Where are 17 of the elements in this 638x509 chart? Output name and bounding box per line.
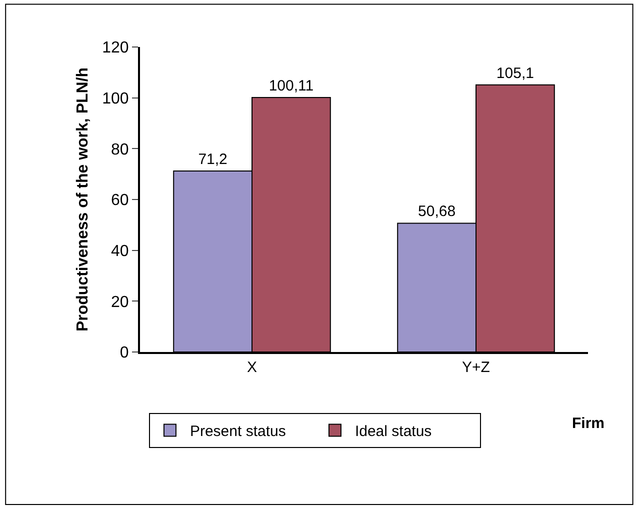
legend-label: Ideal status xyxy=(354,423,432,440)
x-tick-label: X xyxy=(246,359,258,376)
y-tick-label: 80 xyxy=(111,141,129,158)
data-label: 71,2 xyxy=(198,151,228,168)
data-label: 105,1 xyxy=(496,64,534,82)
y-tick-label: 40 xyxy=(111,242,129,260)
y-tick-label: 0 xyxy=(120,344,129,362)
legend-label: Present status xyxy=(190,423,286,440)
x-axis-title: Firm xyxy=(572,415,605,432)
data-label: 50,68 xyxy=(418,203,456,220)
y-tick-label: 20 xyxy=(111,294,129,311)
data-label: 100,11 xyxy=(268,78,314,95)
y-tick-label: 60 xyxy=(111,192,129,210)
y-tick-label: 120 xyxy=(102,40,129,57)
x-tick-label: Y+Z xyxy=(462,359,490,376)
y-axis-title: Productiveness of the work, PLN/h xyxy=(74,67,92,332)
y-tick-label: 100 xyxy=(102,90,129,108)
